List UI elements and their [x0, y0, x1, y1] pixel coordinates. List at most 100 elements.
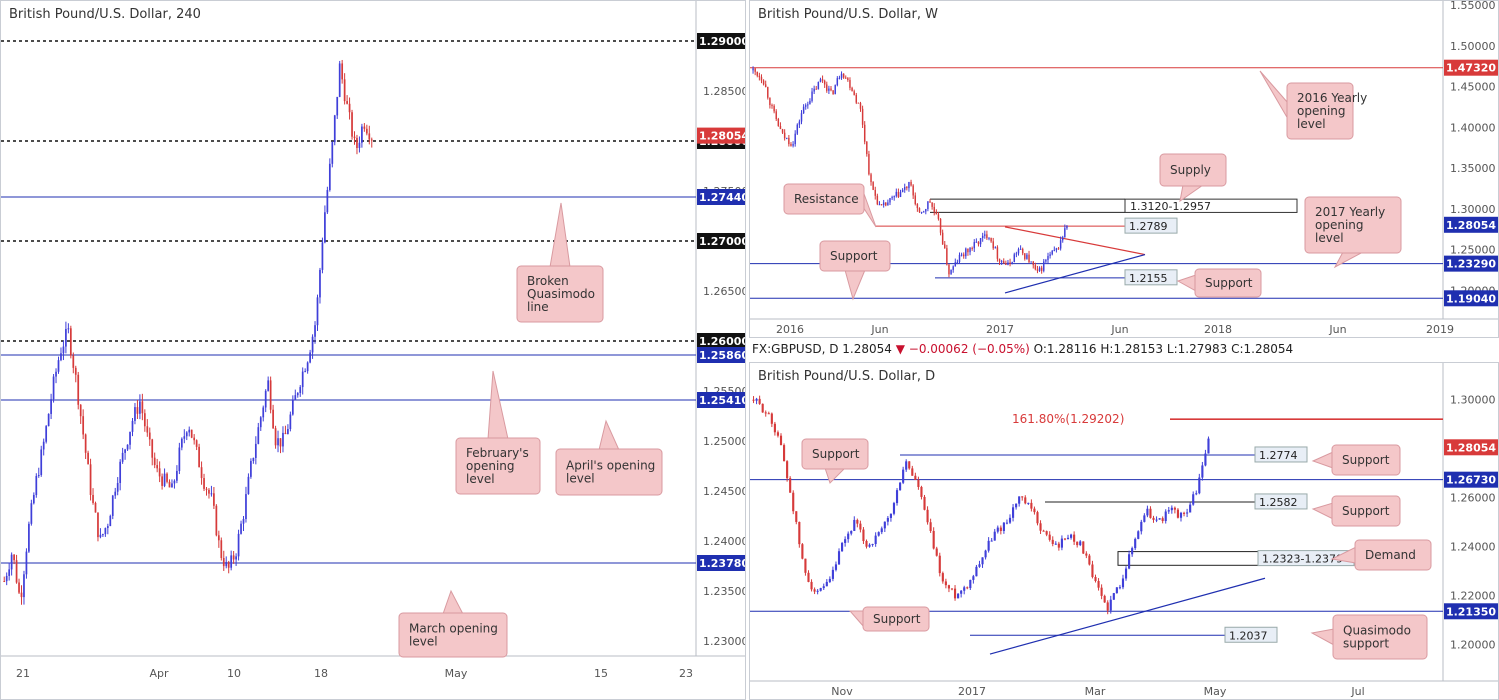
candle-body — [998, 258, 1001, 262]
candle-body — [250, 461, 252, 477]
candle-body — [136, 407, 139, 414]
candle-body — [801, 544, 804, 559]
candle-body — [903, 186, 906, 190]
candle-body — [341, 63, 344, 80]
candle-body — [1149, 508, 1152, 518]
candle-body — [920, 211, 923, 213]
x-tick-label: 2019 — [1426, 323, 1454, 336]
candle-body — [834, 564, 838, 570]
candle-body — [859, 523, 862, 530]
candle-body — [769, 97, 771, 106]
x-tick-label: 10 — [227, 667, 241, 680]
candle-body — [77, 374, 80, 405]
chart-weekly[interactable]: 1.55000 1.50000 1.45000 1.40000 1.35000 1.300… — [750, 1, 1499, 338]
candle-body — [963, 587, 966, 591]
candle-body — [309, 352, 311, 363]
candle-body — [947, 585, 951, 589]
zone-label: 1.2155 — [1129, 272, 1168, 285]
candle-body — [151, 439, 154, 458]
candle-body — [1059, 240, 1062, 249]
candle-body — [935, 548, 938, 556]
candle-body — [863, 124, 866, 142]
candle-body — [1042, 530, 1045, 532]
candle-body — [849, 80, 851, 88]
x-tick-label: 2016 — [776, 323, 804, 336]
candle-body — [42, 441, 45, 450]
x-tick-label: May — [445, 667, 468, 680]
candle-body — [781, 129, 784, 133]
y-tick-label: 1.22000 — [1450, 589, 1496, 602]
chart-panel-weekly[interactable]: British Pound/U.S. Dollar, W 1.55000 1.50… — [749, 0, 1499, 338]
candle-body — [795, 511, 798, 522]
candle-body — [282, 432, 284, 447]
candle-body — [836, 78, 839, 86]
annotation-callout: Support — [848, 606, 930, 632]
candle-body — [1112, 593, 1115, 600]
chart-4h[interactable]: 1.290001.285001.275001.270001.265001.260… — [1, 1, 746, 700]
candle-body — [874, 535, 877, 545]
chart-panel-4h[interactable]: British Pound/U.S. Dollar, 240 1.29000 1.… — [0, 0, 746, 700]
candle-body — [195, 440, 198, 447]
candle-body — [767, 413, 770, 415]
candle-body — [1026, 254, 1028, 259]
candle-body — [809, 100, 811, 105]
candle-body — [868, 154, 870, 175]
candle-body — [363, 126, 366, 129]
annotation-text: Demand — [1365, 548, 1416, 562]
price-tag-label: 1.21350 — [1446, 605, 1496, 618]
chart-panel-daily[interactable]: British Pound/U.S. Dollar, D 1.30000 1.28… — [749, 362, 1499, 700]
candle-body — [779, 435, 783, 446]
candle-body — [131, 420, 134, 432]
candle-body — [874, 189, 876, 196]
candle-body — [892, 503, 896, 514]
candle-body — [1073, 534, 1076, 542]
candle-body — [134, 407, 136, 421]
candle-body — [893, 196, 895, 198]
annotation-callout: Demand — [1330, 539, 1432, 571]
candle-body — [938, 555, 941, 574]
candle-body — [1036, 269, 1039, 271]
candle-body — [13, 554, 15, 561]
candle-body — [116, 483, 119, 492]
candle-body — [1137, 531, 1140, 539]
candle-body — [828, 88, 830, 91]
candle-body — [794, 133, 796, 145]
candle-body — [764, 412, 767, 414]
candle-body — [777, 119, 780, 127]
candle-body — [205, 488, 208, 490]
candle-body — [1198, 477, 1201, 494]
candle-body — [65, 328, 67, 347]
candle-body — [755, 398, 758, 401]
candle-body — [208, 489, 210, 494]
price-change: ▼ −0.00062 (−0.05%) — [895, 342, 1030, 356]
annotation-text: line — [527, 300, 549, 314]
candle-body — [220, 540, 223, 559]
candle-body — [1167, 510, 1170, 512]
candle-body — [1055, 248, 1058, 250]
candle-body — [1207, 438, 1210, 454]
candle-body — [1021, 496, 1024, 498]
candle-body — [978, 564, 981, 567]
candle-body — [840, 73, 843, 78]
candle-body — [819, 588, 822, 591]
candle-body — [899, 482, 902, 491]
price-tag-label: 1.28054 — [699, 130, 746, 143]
chart-daily[interactable]: 1.300001.280001.260001.240001.220001.200… — [750, 363, 1499, 700]
candle-body — [299, 387, 302, 394]
annotation-text: 2017 Yearly — [1315, 205, 1385, 219]
candle-body — [18, 582, 20, 593]
candle-body — [296, 393, 299, 396]
x-tick-label: 21 — [16, 667, 30, 680]
x-tick-label: 2017 — [958, 685, 986, 698]
price-tag-label: 1.27440 — [699, 191, 746, 204]
candle-body — [331, 142, 334, 164]
candle-body — [28, 523, 30, 552]
candle-body — [813, 88, 815, 92]
candle-body — [190, 429, 193, 438]
candle-body — [845, 77, 847, 79]
candle-body — [35, 475, 38, 495]
candle-body — [931, 202, 933, 207]
